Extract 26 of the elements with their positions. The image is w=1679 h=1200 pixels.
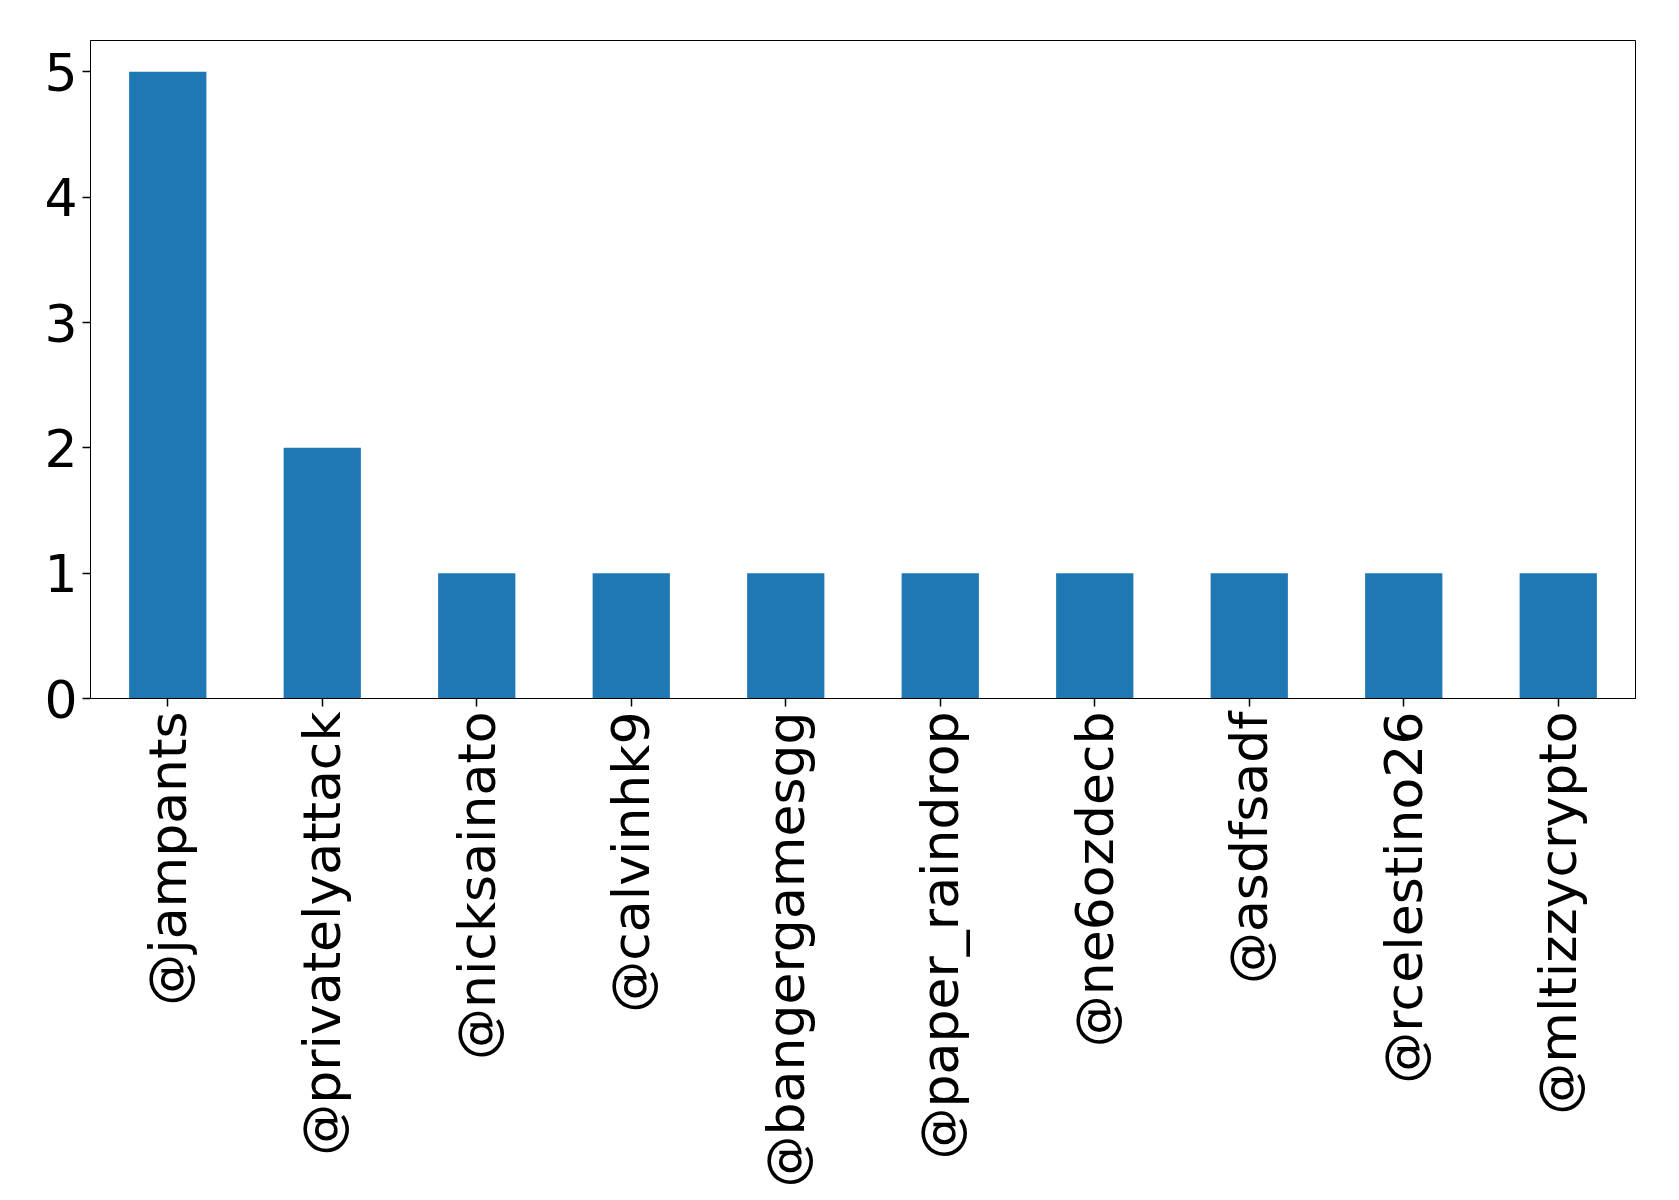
y-tick-label: 0 <box>44 669 78 730</box>
bar <box>1210 573 1288 699</box>
y-tick-label: 4 <box>44 168 78 229</box>
y-tick-label: 1 <box>44 544 78 605</box>
x-tick-label: @jampants <box>137 711 198 1006</box>
y-tick-label: 2 <box>44 418 78 479</box>
bar <box>129 71 207 699</box>
y-tick-label: 5 <box>44 42 78 103</box>
bar <box>1365 573 1443 699</box>
x-tick-label: @asdfsadf <box>1219 709 1280 985</box>
bar <box>1519 573 1597 699</box>
bar <box>1056 573 1134 699</box>
x-tick-label: @paper_raindrop <box>910 711 971 1160</box>
x-tick-label: @bangergamesgg <box>755 711 816 1188</box>
y-tick-label: 3 <box>44 293 78 354</box>
bar <box>901 573 979 699</box>
bar <box>592 573 670 699</box>
x-tick-label: @rcelestino26 <box>1373 711 1434 1084</box>
bar <box>283 447 361 699</box>
x-tick-label: @ne6ozdecb <box>1064 711 1125 1048</box>
bar <box>747 573 825 699</box>
x-tick-label: @mltizzycrypto <box>1528 711 1589 1115</box>
x-tick-label: @calvinhk9 <box>601 711 662 1013</box>
x-tick-label: @nicksainato <box>446 711 507 1061</box>
bar <box>438 573 516 699</box>
x-tick-label: @privatelyattack <box>292 711 353 1156</box>
